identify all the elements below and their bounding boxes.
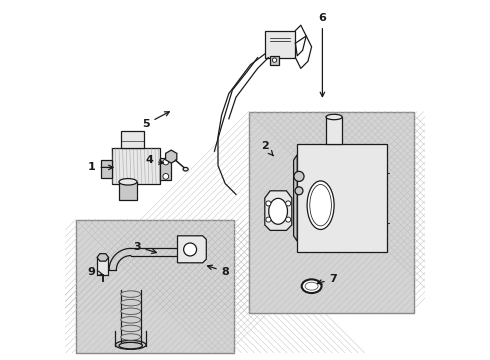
Ellipse shape xyxy=(269,198,288,224)
Bar xyxy=(121,131,144,148)
Bar xyxy=(265,31,295,58)
Text: 5: 5 xyxy=(142,112,170,129)
Circle shape xyxy=(184,243,196,256)
Circle shape xyxy=(272,58,277,62)
Text: 4: 4 xyxy=(146,155,164,165)
Ellipse shape xyxy=(302,279,321,293)
Text: 1: 1 xyxy=(88,162,113,172)
Bar xyxy=(248,112,414,313)
Text: 9: 9 xyxy=(88,267,102,277)
Ellipse shape xyxy=(305,282,318,290)
Circle shape xyxy=(266,201,271,206)
Bar xyxy=(76,220,234,353)
Text: 3: 3 xyxy=(133,242,156,253)
Ellipse shape xyxy=(121,334,141,340)
Polygon shape xyxy=(166,150,177,163)
Polygon shape xyxy=(294,155,297,241)
Text: 6: 6 xyxy=(318,13,326,96)
Ellipse shape xyxy=(121,291,141,297)
Ellipse shape xyxy=(183,167,188,171)
Polygon shape xyxy=(97,254,109,261)
Ellipse shape xyxy=(326,114,342,120)
Bar xyxy=(119,182,137,200)
Circle shape xyxy=(294,171,304,181)
Bar xyxy=(326,117,342,144)
Polygon shape xyxy=(177,236,206,263)
Ellipse shape xyxy=(121,316,141,323)
Ellipse shape xyxy=(119,179,137,185)
Ellipse shape xyxy=(307,181,334,230)
Circle shape xyxy=(266,217,271,222)
Ellipse shape xyxy=(121,308,141,315)
Circle shape xyxy=(163,174,169,179)
Bar xyxy=(112,148,160,184)
Circle shape xyxy=(286,217,291,222)
Ellipse shape xyxy=(121,300,141,306)
Bar xyxy=(297,144,387,252)
Polygon shape xyxy=(101,160,112,178)
Ellipse shape xyxy=(116,341,146,349)
Text: 8: 8 xyxy=(208,265,229,277)
Text: 2: 2 xyxy=(261,141,273,156)
Bar xyxy=(98,257,108,275)
Polygon shape xyxy=(265,191,292,230)
Ellipse shape xyxy=(121,342,141,349)
Text: 7: 7 xyxy=(318,274,337,284)
Ellipse shape xyxy=(119,342,143,349)
Polygon shape xyxy=(160,158,171,180)
Bar xyxy=(270,56,279,65)
Circle shape xyxy=(286,201,291,206)
Ellipse shape xyxy=(121,325,141,332)
Circle shape xyxy=(295,187,303,195)
Circle shape xyxy=(163,159,169,165)
